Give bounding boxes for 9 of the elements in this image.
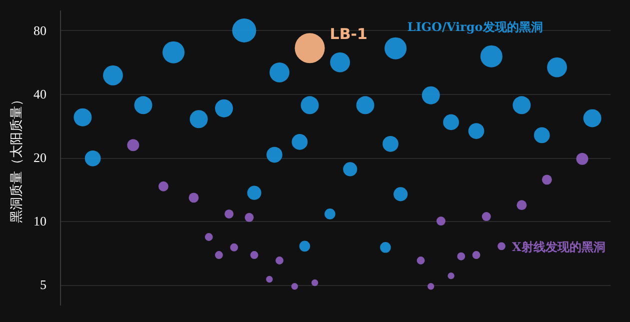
y-tick-label: 10: [34, 214, 46, 229]
y-tick-label: 80: [34, 22, 46, 38]
series-label: X射线发现的黑洞: [512, 240, 606, 254]
series-label: LB-1: [330, 25, 368, 44]
series-label: LIGO/Virgo发现的黑洞: [407, 20, 543, 34]
y-tick-label: 5: [40, 277, 46, 292]
y-axis-title: 黑洞质量（太阳质量）: [10, 93, 24, 223]
y-tick-label: 40: [34, 86, 46, 102]
y-tick-label: 20: [34, 150, 46, 165]
